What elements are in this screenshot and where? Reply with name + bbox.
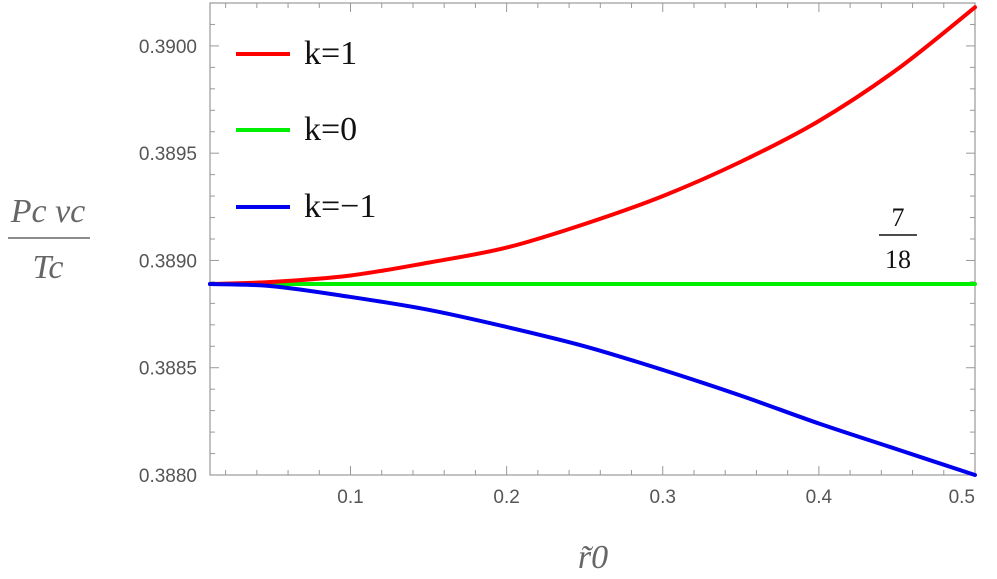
y-tick-labels: 0.3880 0.3885 0.3890 0.3895 0.3900 xyxy=(139,37,197,487)
x-axis-label: r̃0 xyxy=(578,539,608,576)
y-tick-label: 0.3880 xyxy=(139,466,197,487)
x-tick-label: 0.4 xyxy=(806,487,833,508)
tick-marks xyxy=(210,2,976,476)
y-axis-label-denominator: Tc xyxy=(33,249,64,286)
legend: k=1 k=0 k=−1 xyxy=(236,35,376,225)
x-tick-label: 0.1 xyxy=(337,487,363,508)
annotation-numerator: 7 xyxy=(892,203,905,232)
x-tick-labels: 0.1 0.2 0.3 0.4 0.5 xyxy=(337,487,975,508)
y-tick-label: 0.3890 xyxy=(139,251,197,272)
annotation-denominator: 18 xyxy=(885,245,911,274)
y-tick-label: 0.3895 xyxy=(139,144,197,165)
y-tick-label: 0.3885 xyxy=(139,359,197,380)
plot-frame xyxy=(209,2,976,476)
x-tick-label: 0.3 xyxy=(650,487,676,508)
x-tick-label: 0.2 xyxy=(493,487,519,508)
legend-label-kminus1: k=−1 xyxy=(304,188,376,225)
y-axis-label-numerator: Pc vc xyxy=(10,193,86,230)
legend-label-k1: k=1 xyxy=(304,35,357,72)
series-line-kminus1 xyxy=(208,282,977,477)
x-tick-label: 0.5 xyxy=(949,487,975,508)
series-line-k1 xyxy=(208,5,977,287)
fraction-annotation: 7 18 xyxy=(879,203,917,274)
legend-label-k0: k=0 xyxy=(304,111,357,148)
series-lines xyxy=(208,5,977,477)
y-tick-label: 0.3900 xyxy=(139,37,197,58)
y-axis-label: Pc vc Tc xyxy=(8,193,90,286)
